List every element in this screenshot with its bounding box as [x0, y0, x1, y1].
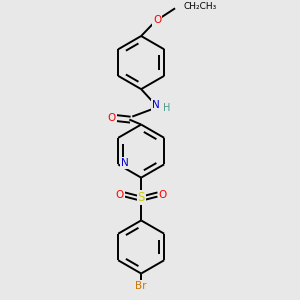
Text: O: O [159, 190, 167, 200]
Text: N: N [152, 100, 160, 110]
Text: O: O [107, 113, 116, 123]
Text: O: O [153, 15, 161, 25]
Text: Br: Br [135, 281, 147, 291]
Text: N: N [121, 158, 128, 168]
Text: CH₂CH₃: CH₂CH₃ [184, 2, 217, 11]
Text: O: O [116, 190, 124, 200]
Text: H: H [163, 103, 170, 113]
Text: S: S [137, 191, 145, 204]
